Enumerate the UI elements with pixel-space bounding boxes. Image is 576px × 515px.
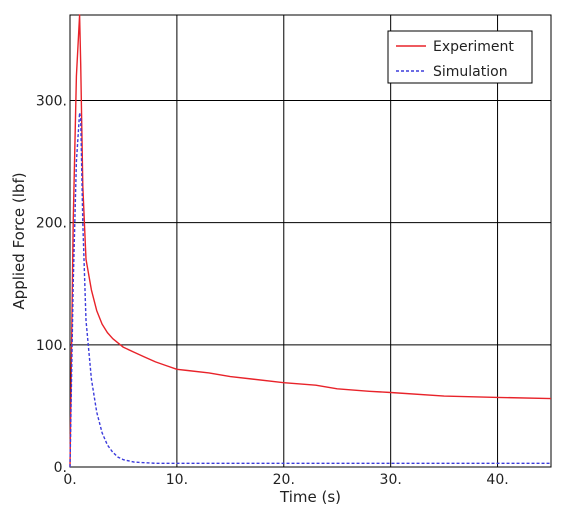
legend: Experiment Simulation (387, 30, 533, 84)
y-axis-label: Applied Force (lbf) (10, 172, 28, 309)
x-tick-label: 10. (166, 472, 188, 488)
grid (70, 15, 551, 467)
series-lines (69, 14, 552, 468)
legend-label-simulation: Simulation (433, 64, 508, 80)
x-tick-label: 20. (273, 472, 295, 488)
tick-labels: 0. 10. 20. 30. 40. 0. 100. 200. 300. (36, 94, 509, 488)
plot-frame (69, 14, 552, 468)
y-tick-label: 0. (54, 460, 67, 476)
x-tick-label: 30. (380, 472, 402, 488)
series-line-experiment (69, 14, 552, 468)
y-tick-label: 200. (36, 216, 67, 232)
y-tick-label: 100. (36, 338, 67, 354)
x-axis-label: Time (s) (279, 488, 341, 506)
legend-box (387, 30, 533, 84)
y-tick-label: 300. (36, 94, 67, 110)
x-tick-label: 0. (63, 472, 76, 488)
x-tick-label: 40. (486, 472, 508, 488)
series-line-simulation (69, 111, 551, 468)
legend-label-experiment: Experiment (433, 39, 514, 55)
